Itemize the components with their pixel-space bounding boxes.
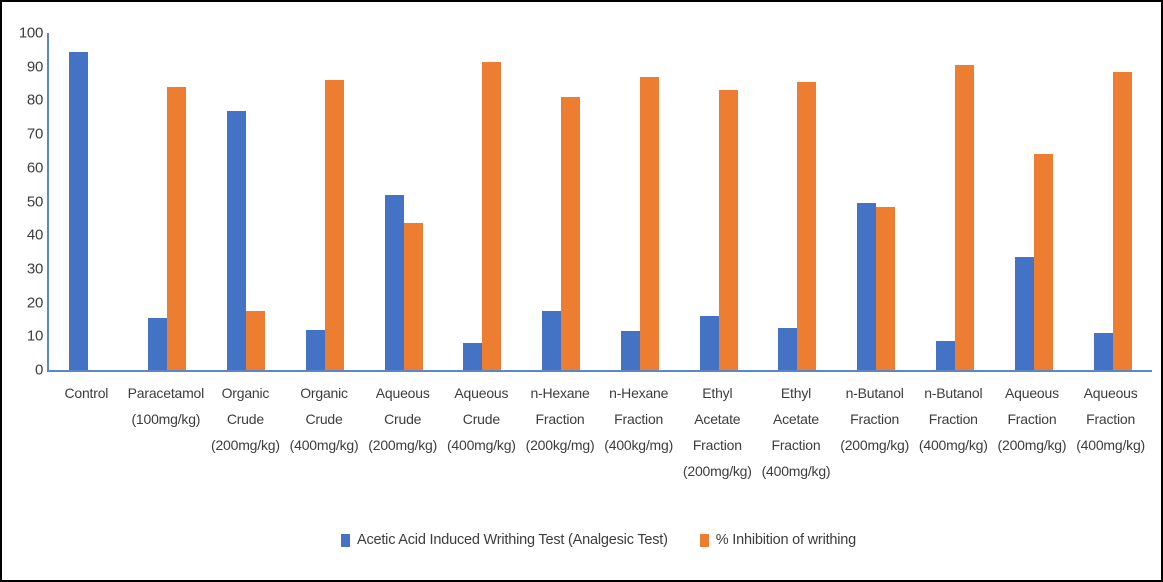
x-axis-label: Ethyl Acetate Fraction (200mg/kg) [682,385,752,479]
category-column [49,33,128,370]
bar-inhibition [718,90,738,370]
x-axis-label: Aqueous Crude (200mg/kg) [368,385,438,453]
y-tick-label: 90 [26,58,43,76]
bar-inhibition [1033,154,1053,370]
bar-writhing-test [699,316,719,370]
category-column [128,33,207,370]
y-tick-label: 80 [26,91,43,109]
x-axis-label: Aqueous Crude (400mg/kg) [446,385,516,453]
plot-area [47,33,1152,372]
bar-writhing-test [1093,332,1113,370]
category-column [758,33,837,370]
category-column [679,33,758,370]
bar-writhing-test [778,327,798,370]
bar-inhibition [324,80,344,370]
x-axis-label: Organic Crude (200mg/kg) [210,385,280,453]
category-column [1073,33,1152,370]
bar-writhing-test [305,329,325,370]
bar-writhing-test [542,311,562,370]
x-axis-labels: Control Paracetamol (100mg/kg) Organic Cru… [47,380,1150,484]
x-axis-label: n-Hexane Fraction (200kg/mg) [525,385,595,453]
y-tick-label: 100 [18,24,43,42]
bar-inhibition [876,206,896,370]
x-axis-label: Organic Crude (400mg/kg) [289,385,359,453]
x-axis-label: Aqueous Fraction (400mg/kg) [1076,385,1146,453]
y-tick-label: 40 [26,226,43,244]
category-column [522,33,601,370]
x-axis-label: Aqueous Fraction (200mg/kg) [997,385,1067,453]
y-tick-label: 0 [34,361,43,379]
bar-inhibition [561,97,581,370]
category-column [994,33,1073,370]
bar-writhing-test [1014,257,1034,370]
bar-writhing-test [463,343,483,370]
category-column [207,33,286,370]
legend-item: Acetic Acid Induced Writhing Test (Analg… [340,532,668,548]
y-tick-label: 60 [26,159,43,177]
x-axis-label: Control [64,385,109,401]
x-axis-label: n-Butanol Fraction (200mg/kg) [840,385,910,453]
bar-writhing-test [69,51,89,370]
y-axis-tick-labels: 0 10 20 30 40 50 60 70 80 90 100 [2,25,43,379]
legend-label: Acetic Acid Induced Writhing Test (Analg… [356,532,668,548]
bar-writhing-test [935,341,955,370]
y-tick-label: 10 [26,327,43,345]
bar-inhibition [797,81,817,370]
x-axis-label: Ethyl Acetate Fraction (400mg/kg) [761,385,831,479]
legend-marker-inhibition [699,533,709,547]
bar-inhibition [639,76,659,370]
y-tick-label: 50 [26,193,43,210]
category-column [364,33,443,370]
bar-inhibition [954,65,974,370]
y-tick-label: 70 [26,125,43,143]
category-column [443,33,522,370]
bar-inhibition [482,61,502,370]
bar-writhing-test [857,203,877,370]
y-tick-label: 20 [26,294,43,312]
category-column [837,33,916,370]
bar-inhibition [167,86,187,370]
category-column [600,33,679,370]
bar-writhing-test [148,317,168,370]
category-column [916,33,995,370]
category-column [285,33,364,370]
bar-writhing-test [384,194,404,370]
legend-label: % Inhibition of writhing [715,532,857,548]
x-axis-label: n-Butanol Fraction (400mg/kg) [918,385,988,453]
legend-item: % Inhibition of writhing [699,532,857,548]
bar-inhibition [1112,71,1132,370]
x-axis-label: n-Hexane Fraction (400kg/mg) [604,385,674,453]
bar-writhing-test [620,331,640,370]
y-tick-label: 30 [26,260,43,278]
x-axis-label: Paracetamol (100mg/kg) [127,385,205,427]
bar-writhing-test [226,110,246,370]
legend-marker-writhing-test [340,533,350,547]
bar-inhibition [245,311,265,370]
bar-inhibition [403,223,423,370]
legend: Acetic Acid Induced Writhing Test (Analg… [47,532,1150,548]
